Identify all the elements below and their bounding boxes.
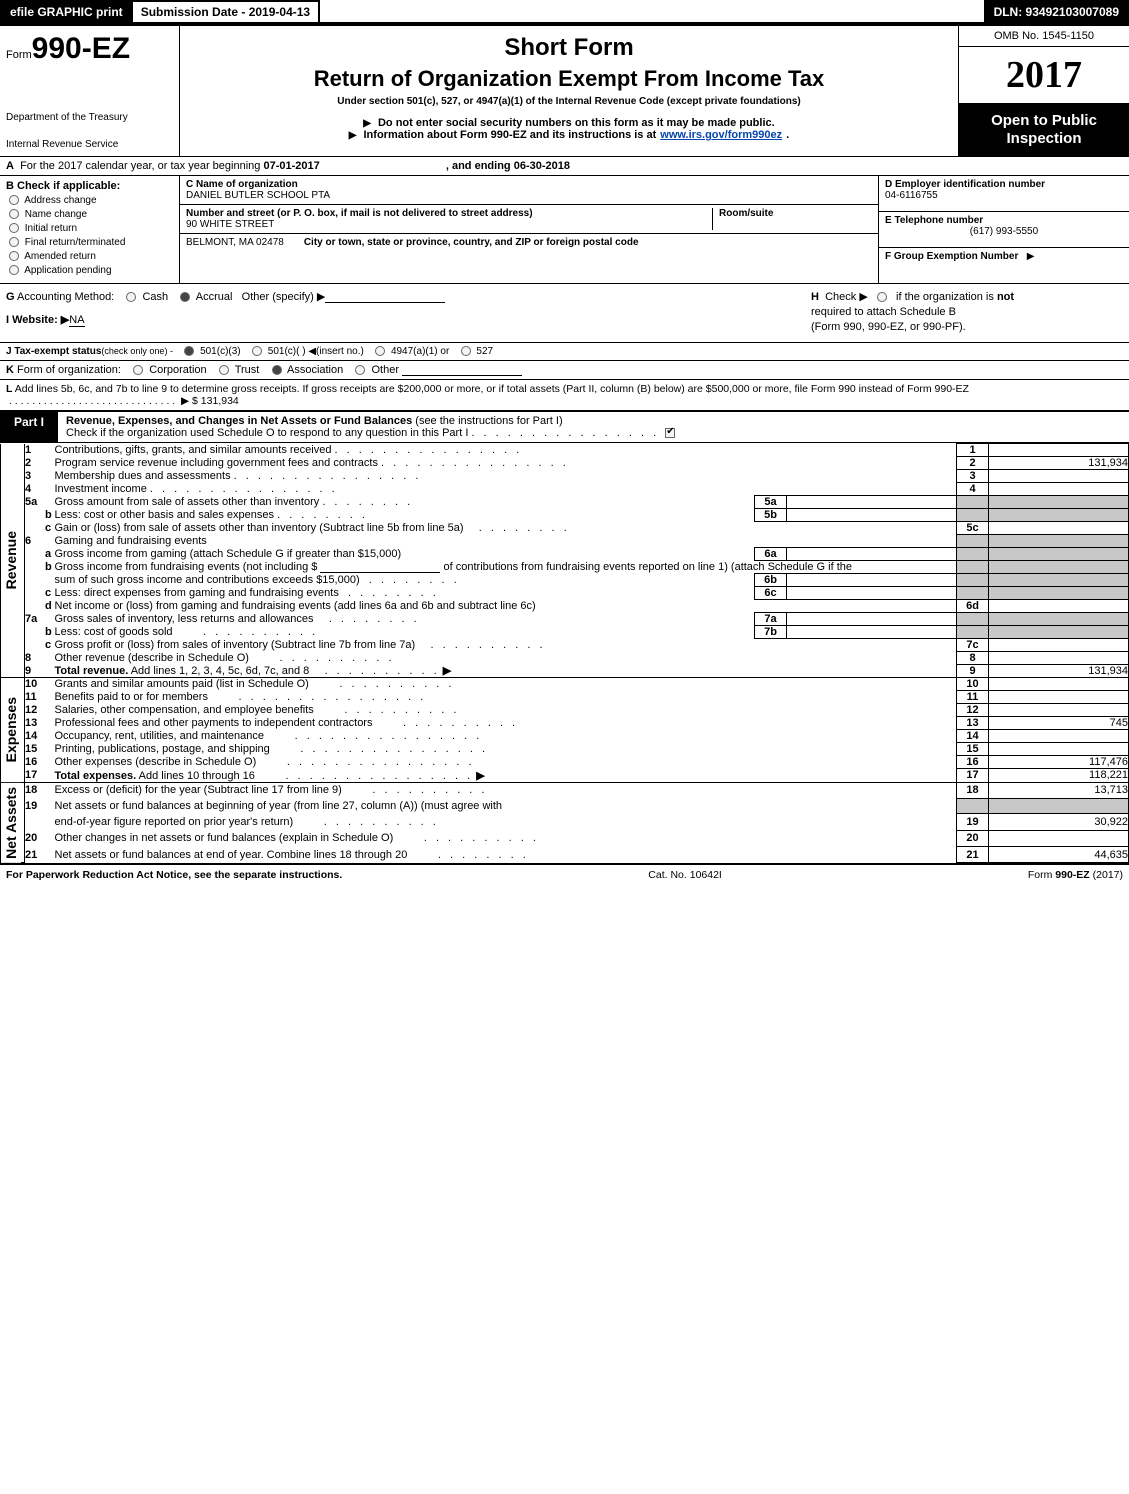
chk-name-change[interactable]: Name change: [6, 209, 173, 220]
chk-h[interactable]: [877, 292, 887, 302]
line9-value: 131,934: [989, 664, 1129, 678]
radio-501c[interactable]: [252, 346, 262, 356]
row-l: L Add lines 5b, 6c, and 7b to line 9 to …: [0, 380, 1129, 412]
submission-date: Submission Date - 2019-04-13: [133, 0, 320, 24]
website-val: NA: [69, 314, 84, 327]
room-suite-label: Room/suite: [719, 208, 872, 219]
radio-501c3[interactable]: [184, 346, 194, 356]
footer-row: For Paperwork Reduction Act Notice, see …: [0, 863, 1129, 885]
line18-value: 13,713: [989, 782, 1129, 798]
title-sub: Under section 501(c), 527, or 4947(a)(1)…: [186, 96, 952, 107]
side-revenue: Revenue: [1, 444, 25, 678]
radio-4947[interactable]: [375, 346, 385, 356]
footer-right: Form 990-EZ (2017): [1028, 869, 1123, 881]
chk-address-change[interactable]: Address change: [6, 195, 173, 206]
radio-other-org[interactable]: [355, 365, 365, 375]
omb-number: OMB No. 1545-1150: [959, 26, 1129, 47]
col-c-org: C Name of organization DANIEL BUTLER SCH…: [180, 176, 879, 283]
part1-desc: Revenue, Expenses, and Changes in Net As…: [58, 412, 1129, 442]
title-row: Form990-EZ Department of the Treasury In…: [0, 26, 1129, 157]
form-number: Form990-EZ: [6, 32, 173, 66]
topbar-spacer: [320, 0, 983, 24]
l-gross-receipts: 131,934: [201, 395, 239, 407]
part1-header: Part I Revenue, Expenses, and Changes in…: [0, 412, 1129, 443]
radio-accrual[interactable]: [180, 292, 190, 302]
dept-line2: Internal Revenue Service: [6, 139, 173, 150]
e-label: E Telephone number: [885, 215, 983, 226]
title-note1: Do not enter social security numbers on …: [186, 117, 952, 129]
d-ein: 04-6116755: [885, 190, 938, 201]
title-h2: Return of Organization Exempt From Incom…: [186, 66, 952, 92]
title-h1: Short Form: [186, 34, 952, 62]
footer-catno: Cat. No. 10642I: [648, 869, 722, 881]
radio-cash[interactable]: [126, 292, 136, 302]
radio-corp[interactable]: [133, 365, 143, 375]
side-netassets: Net Assets: [1, 782, 25, 863]
title-right: OMB No. 1545-1150 2017 Open to Public In…: [959, 26, 1129, 156]
org-name: DANIEL BUTLER SCHOOL PTA: [186, 190, 872, 201]
tax-year: 2017: [959, 47, 1129, 104]
efile-badge: efile GRAPHIC print: [0, 0, 133, 24]
chk-final-return[interactable]: Final return/terminated: [6, 237, 173, 248]
row-k: K Form of organization: Corporation Trus…: [0, 361, 1129, 380]
footer-left: For Paperwork Reduction Act Notice, see …: [6, 869, 342, 881]
line13-value: 745: [989, 717, 1129, 730]
radio-trust[interactable]: [219, 365, 229, 375]
line17-value: 118,221: [989, 769, 1129, 783]
row-ghi: G Accounting Method: Cash Accrual Other …: [0, 284, 1129, 343]
col-def: D Employer identification number 04-6116…: [879, 176, 1129, 283]
chk-application-pending[interactable]: Application pending: [6, 265, 173, 276]
row-b-block: B Check if applicable: Address change Na…: [0, 176, 1129, 284]
main-table: Revenue 1 Contributions, gifts, grants, …: [0, 443, 1129, 863]
title-mid: Short Form Return of Organization Exempt…: [180, 26, 959, 156]
line21-value: 44,635: [989, 846, 1129, 862]
radio-assoc[interactable]: [272, 365, 282, 375]
dln-badge: DLN: 93492103007089: [984, 0, 1129, 24]
title-note2: Information about Form 990-EZ and its in…: [186, 129, 952, 141]
col-b-check: B Check if applicable: Address change Na…: [0, 176, 180, 283]
chk-amended-return[interactable]: Amended return: [6, 251, 173, 262]
part1-schedule-o-chk[interactable]: [665, 428, 675, 438]
line19-value: 30,922: [989, 814, 1129, 830]
row-g-left: G Accounting Method: Cash Accrual Other …: [6, 290, 803, 336]
org-street: 90 WHITE STREET: [186, 219, 712, 230]
instructions-link[interactable]: www.irs.gov/form990ez: [660, 129, 782, 141]
radio-527[interactable]: [461, 346, 471, 356]
e-phone: (617) 993-5550: [885, 226, 1123, 237]
dept-line1: Department of the Treasury: [6, 112, 173, 123]
d-label: D Employer identification number: [885, 179, 1045, 190]
side-expenses: Expenses: [1, 678, 25, 783]
top-bar: efile GRAPHIC print Submission Date - 20…: [0, 0, 1129, 26]
row-a-text: A For the 2017 calendar year, or tax yea…: [0, 157, 1129, 175]
open-to-public: Open to Public Inspection: [959, 104, 1129, 156]
part1-tag: Part I: [0, 412, 58, 442]
row-a: A For the 2017 calendar year, or tax yea…: [0, 157, 1129, 176]
chk-initial-return[interactable]: Initial return: [6, 223, 173, 234]
line2-value: 131,934: [989, 457, 1129, 470]
f-label: F Group Exemption Number: [885, 251, 1018, 262]
org-city: BELMONT, MA 02478: [186, 237, 284, 248]
form-number-big: 990-EZ: [32, 32, 130, 65]
line16-value: 117,476: [989, 756, 1129, 769]
title-left: Form990-EZ Department of the Treasury In…: [0, 26, 180, 156]
row-h: H Check ▶ if the organization is not req…: [803, 290, 1123, 336]
row-j: J Tax-exempt status(check only one) - 50…: [0, 343, 1129, 361]
form-prefix: Form: [6, 49, 32, 61]
